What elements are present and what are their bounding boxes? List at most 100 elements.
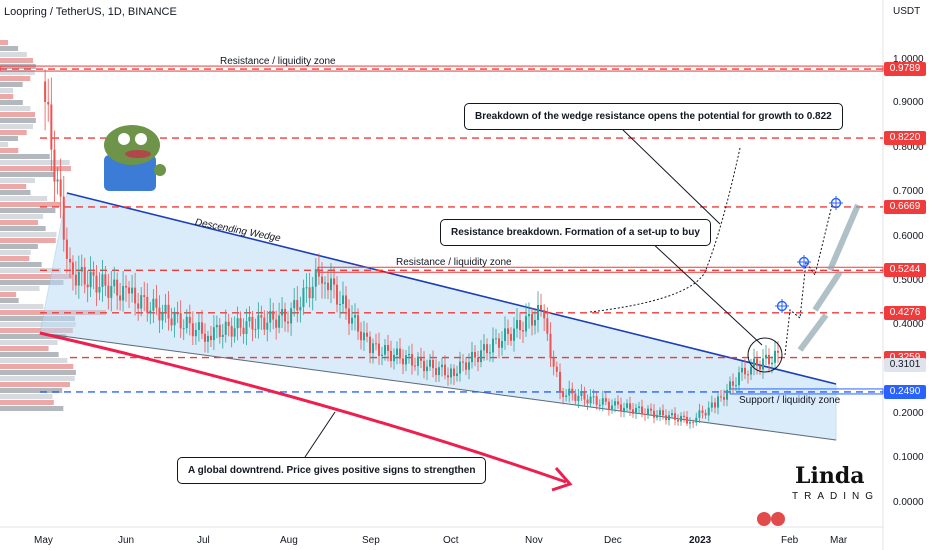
candle-body <box>363 332 365 341</box>
volume-profile-bar <box>0 76 31 81</box>
candle-body <box>435 368 437 376</box>
pepe-sticker-body <box>104 155 156 191</box>
candle-body <box>143 295 146 297</box>
projection-path-long <box>589 147 741 313</box>
candle-body <box>348 308 350 324</box>
volume-profile-bar <box>0 226 46 231</box>
volume-profile-bar <box>0 262 42 267</box>
wedge-support-line <box>39 332 837 441</box>
volume-profile-bar <box>0 334 67 339</box>
candle-body <box>209 335 212 341</box>
candle-body <box>617 401 619 405</box>
volume-profile-bar <box>0 388 63 393</box>
candle-body <box>290 308 293 324</box>
x-axis-tick-label: Aug <box>280 535 298 546</box>
candle-body <box>626 403 628 408</box>
callout-pointer-top <box>619 126 721 225</box>
volume-profile-bar <box>0 190 31 195</box>
candle-body <box>167 304 170 319</box>
candle-body <box>429 359 431 367</box>
volume-profile-bar <box>0 58 34 63</box>
candle-body <box>188 316 191 324</box>
projection-arrow <box>827 203 861 272</box>
volume-profile-bar <box>0 364 74 369</box>
volume-profile-bar <box>0 46 19 51</box>
x-axis-tick-label: Dec <box>604 535 622 546</box>
candle-body <box>662 410 664 416</box>
candle-body <box>592 396 595 398</box>
volume-profile-bar <box>0 166 71 171</box>
y-axis-tick-label: 1.0000 <box>893 54 924 65</box>
candle-body <box>179 313 182 329</box>
volume-profile-bar <box>0 208 56 213</box>
volume-profile-bar <box>0 244 38 249</box>
volume-profile-bar <box>0 196 48 201</box>
candle-body <box>221 334 224 338</box>
candle-body <box>296 300 299 311</box>
candle-body <box>701 410 704 413</box>
candle-body <box>729 381 731 390</box>
candle-body <box>641 406 643 414</box>
volume-profile-bar <box>0 52 27 57</box>
candle-body <box>74 274 77 286</box>
candle-body <box>586 399 589 404</box>
candle-body <box>525 316 527 332</box>
candle-body <box>230 325 233 337</box>
candle-body <box>402 358 404 365</box>
candle-body <box>717 396 719 408</box>
volume-profile-bar <box>0 130 27 135</box>
volume-profile-bar <box>0 370 76 375</box>
candle-body <box>227 321 230 326</box>
candle-body <box>254 329 257 331</box>
candle-body <box>528 314 530 317</box>
candle-body <box>765 354 767 359</box>
volume-profile-bar <box>0 172 55 177</box>
candle-body <box>339 303 341 305</box>
volume-profile-bar <box>0 220 39 225</box>
callout-pointer-bottom <box>304 411 336 458</box>
volume-profile-bar <box>0 178 35 183</box>
y-axis-tick-label: 0.8000 <box>893 142 924 153</box>
candle-body <box>735 385 737 387</box>
volume-profile-bar <box>0 406 64 411</box>
candle-body <box>555 366 558 372</box>
candle-body <box>125 286 127 288</box>
candle-body <box>158 307 161 321</box>
candle-body <box>330 278 332 291</box>
candle-body <box>571 388 574 394</box>
volume-profile-bar <box>0 94 14 99</box>
candle-body <box>336 284 338 305</box>
price-level-badge: 0.2490 <box>884 384 926 399</box>
candle-body <box>50 104 53 150</box>
candle-body <box>137 303 140 309</box>
resistance-zone-label-mid: Resistance / liquidity zone <box>396 257 512 268</box>
candle-body <box>695 417 698 423</box>
candle-body <box>324 282 326 284</box>
candle-body <box>480 350 482 363</box>
candle-body <box>176 313 179 315</box>
volume-profile-bar <box>0 100 23 105</box>
pepe-sticker-mouth <box>125 150 151 158</box>
candle-body <box>308 287 311 299</box>
candle-body <box>305 287 308 289</box>
candle-body <box>357 315 359 332</box>
candle-body <box>438 367 440 376</box>
candle-body <box>128 287 131 294</box>
candle-body <box>468 362 470 370</box>
candle-body <box>44 81 47 103</box>
volume-profile-bar <box>0 328 73 333</box>
candle-body <box>423 360 425 372</box>
candle-body <box>604 398 607 402</box>
x-axis-tick-label: Nov <box>525 535 543 546</box>
candle-body <box>215 324 218 328</box>
candle-body <box>233 328 236 337</box>
candle-body <box>732 381 734 386</box>
candle-body <box>116 279 119 296</box>
candle-body <box>152 298 155 311</box>
candle-body <box>263 317 266 330</box>
candle-body <box>161 311 164 321</box>
candle-body <box>384 345 386 355</box>
volume-profile-bar <box>0 352 59 357</box>
candle-body <box>677 419 679 422</box>
candle-body <box>644 413 646 415</box>
